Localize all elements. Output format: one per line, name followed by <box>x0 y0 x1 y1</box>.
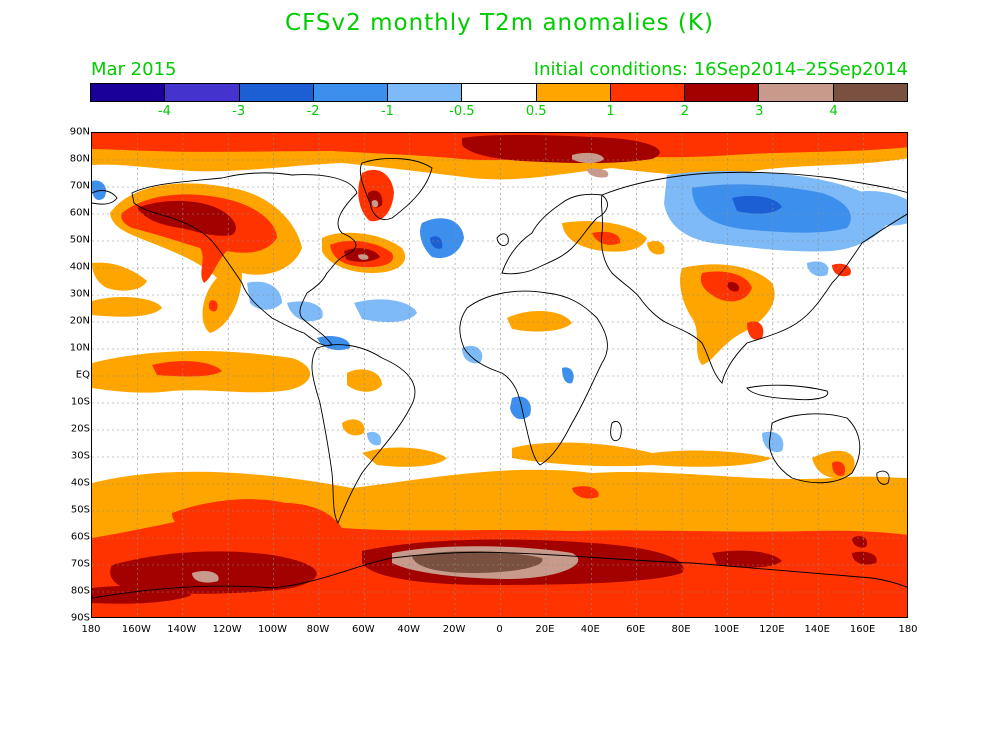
coastlines <box>92 158 907 599</box>
legend-swatch <box>91 84 166 101</box>
latitude-label: 90S <box>70 612 90 624</box>
longitude-label: 0 <box>496 624 503 635</box>
legend-swatch <box>165 84 240 101</box>
latitude-label: EQ <box>75 369 90 381</box>
longitude-label: 100E <box>713 624 740 635</box>
latitude-label: 60S <box>70 531 90 543</box>
anomaly-map <box>91 132 908 618</box>
legend-tick-label: 0.5 <box>525 104 547 119</box>
initial-conditions: Initial conditions: 16Sep2014–25Sep2014 <box>533 59 908 80</box>
latitude-label: 20N <box>69 315 90 327</box>
color-legend <box>90 83 908 102</box>
latitude-label: 40S <box>70 477 90 489</box>
grid-lines <box>92 133 907 617</box>
latitude-label: 60N <box>69 207 90 219</box>
legend-swatch <box>462 84 537 101</box>
latitude-label: 70S <box>70 558 90 570</box>
latitude-label: 50N <box>69 234 90 246</box>
latitude-label: 70N <box>69 180 90 192</box>
latitude-label: 80S <box>70 585 90 597</box>
latitude-label: 20S <box>70 423 90 435</box>
legend-swatch <box>759 84 834 101</box>
longitude-label: 80W <box>306 624 330 635</box>
longitude-label: 40W <box>397 624 421 635</box>
legend-swatch <box>536 84 611 101</box>
latitude-label: 50S <box>70 504 90 516</box>
longitude-label: 60E <box>626 624 646 635</box>
legend-swatch <box>833 84 907 101</box>
legend-swatch <box>388 84 463 101</box>
longitude-label: 160E <box>849 624 876 635</box>
longitude-label: 20E <box>535 624 555 635</box>
legend-tick-label: 4 <box>829 104 838 119</box>
latitude-label: 10N <box>69 342 90 354</box>
longitude-label: 80E <box>671 624 691 635</box>
longitude-label: 120E <box>759 624 785 635</box>
legend-swatch <box>239 84 314 101</box>
longitude-label: 100W <box>258 624 288 635</box>
legend-tick-label: 3 <box>755 104 764 119</box>
longitude-label: 120W <box>212 624 242 635</box>
latitude-label: 30N <box>69 288 90 300</box>
legend-swatch <box>610 84 686 101</box>
legend-tick-label: -4 <box>157 104 171 119</box>
longitude-label: 180 <box>898 624 918 635</box>
latitude-label: 40N <box>69 261 90 273</box>
map-title: CFSv2 monthly T2m anomalies (K) <box>285 10 714 36</box>
anomaly-field <box>92 133 907 617</box>
longitude-label: 140W <box>167 624 197 635</box>
longitude-label: 180 <box>81 624 101 635</box>
legend-tick-label: -0.5 <box>449 104 475 119</box>
latitude-label: 90N <box>69 126 90 138</box>
legend-tick-label: -2 <box>306 104 320 119</box>
latitude-label: 10S <box>70 396 90 408</box>
latitude-label: 80N <box>69 153 90 165</box>
longitude-label: 160W <box>121 624 151 635</box>
latitude-label: 30S <box>70 450 90 462</box>
longitude-label: 40E <box>580 624 600 635</box>
valid-month: Mar 2015 <box>91 59 177 80</box>
longitude-label: 20W <box>442 624 466 635</box>
longitude-label: 140E <box>804 624 830 635</box>
legend-swatch <box>685 84 760 101</box>
legend-tick-label: -1 <box>380 104 394 119</box>
legend-tick-label: 2 <box>680 104 690 119</box>
legend-tick-label: 1 <box>606 104 615 119</box>
legend-tick-label: -3 <box>232 104 246 119</box>
longitude-label: 60W <box>352 624 375 635</box>
legend-swatch <box>313 84 389 101</box>
